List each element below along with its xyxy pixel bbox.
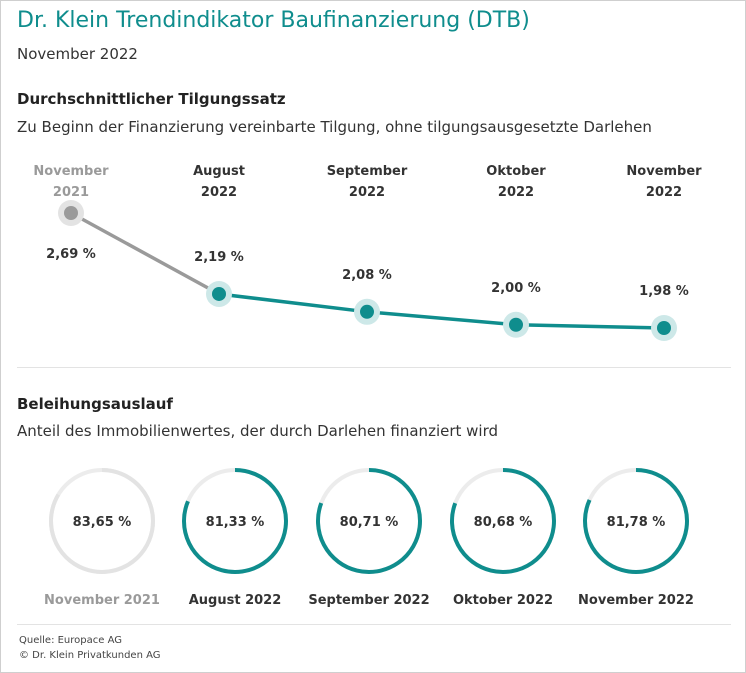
gauge-value-label: 81,33 % xyxy=(206,515,265,530)
page-title: Dr. Klein Trendindikator Baufinanzierung… xyxy=(17,8,530,33)
x-tick-label: 2022 xyxy=(201,185,237,200)
gauge-value-label: 80,71 % xyxy=(340,515,399,530)
x-tick-label: 2021 xyxy=(53,185,89,200)
footer-divider xyxy=(17,624,731,625)
data-point xyxy=(509,317,523,332)
x-tick-label: 2022 xyxy=(349,185,385,200)
gauge-arc xyxy=(182,468,288,574)
data-label: 1,98 % xyxy=(639,284,689,299)
x-tick-label: November xyxy=(626,164,702,179)
gauge-category-label: August 2022 xyxy=(189,593,282,608)
data-label: 2,08 % xyxy=(342,268,392,283)
beleihung-ring-charts: 83,65 % November 2021 81,33 % August 2022 80… xyxy=(44,468,694,608)
data-point xyxy=(360,304,374,319)
series-line-previous-year xyxy=(69,211,221,296)
gauge-arc xyxy=(316,468,422,574)
series-line xyxy=(217,292,666,330)
gauge-category-label: November 2021 xyxy=(44,593,160,608)
data-label: 2,69 % xyxy=(46,247,96,262)
gauge-value-label: 83,65 % xyxy=(73,515,132,530)
x-tick-label: September xyxy=(327,164,408,179)
tilgung-section-heading: Durchschnittlicher Tilgungssatz xyxy=(17,90,286,108)
gauge-category-label: November 2022 xyxy=(578,593,694,608)
data-label: 2,00 % xyxy=(491,281,541,296)
section-divider xyxy=(17,367,731,368)
copyright-note: © Dr. Klein Privatkunden AG xyxy=(19,650,161,661)
gauge-category-label: Oktober 2022 xyxy=(453,593,553,608)
x-tick-label: 2022 xyxy=(498,185,534,200)
x-tick-label: November xyxy=(33,164,109,179)
data-point xyxy=(64,206,78,220)
beleihung-section-description: Anteil des Immobilienwertes, der durch D… xyxy=(17,422,499,440)
data-label: 2,19 % xyxy=(194,250,244,265)
data-point xyxy=(212,286,226,301)
x-tick-label: August xyxy=(193,164,245,179)
gauge-value-label: 81,78 % xyxy=(607,515,666,530)
beleihung-section-heading: Beleihungsauslauf xyxy=(17,395,173,413)
data-point xyxy=(657,321,671,335)
gauge-arc xyxy=(450,468,556,574)
report-date: November 2022 xyxy=(17,45,138,63)
tilgung-line-chart: November 2021 August 2022 September 2022 Oktob… xyxy=(33,164,702,341)
x-tick-label: 2022 xyxy=(646,185,682,200)
source-note: Quelle: Europace AG xyxy=(19,635,123,646)
x-tick-label: Oktober xyxy=(486,164,546,179)
gauge-arc xyxy=(49,468,155,574)
tilgung-section-description: Zu Beginn der Finanzierung vereinbarte T… xyxy=(17,118,652,136)
gauge-category-label: September 2022 xyxy=(308,593,429,608)
gauge-arc xyxy=(583,468,689,574)
gauge-value-label: 80,68 % xyxy=(474,515,533,530)
